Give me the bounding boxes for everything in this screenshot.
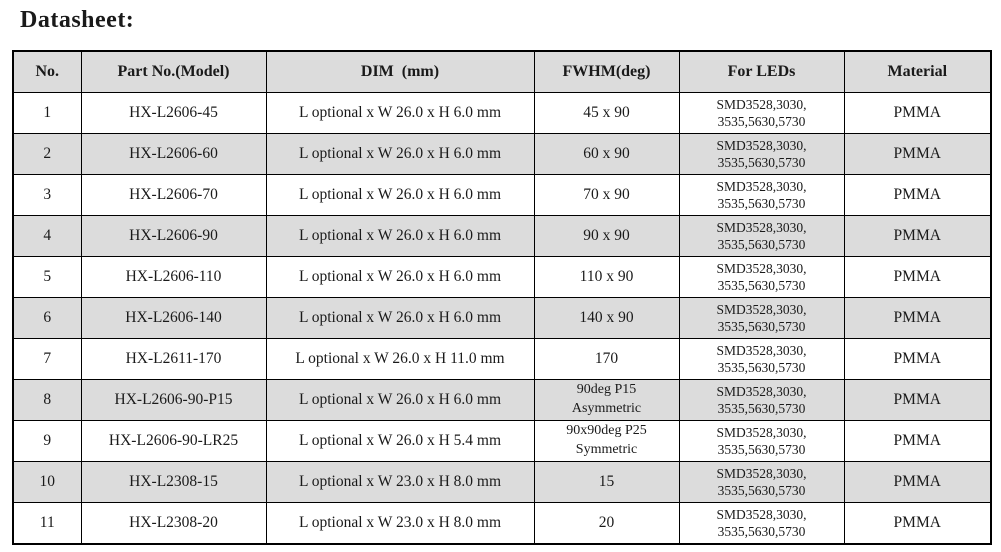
cell-dim: L optional x W 26.0 x H 6.0 mm (265, 379, 535, 422)
cell-dim: L optional x W 23.0 x H 8.0 mm (265, 461, 535, 504)
cell-material: PMMA (843, 420, 992, 463)
table-header-row: No. Part No.(Model) DIM (mm) FWHM(deg) F… (12, 50, 992, 94)
column-header-no: No. (12, 50, 82, 94)
cell-for-leds: SMD3528,3030, 3535,5630,5730 (678, 461, 845, 504)
cell-part-no: HX-L2308-20 (80, 502, 267, 545)
cell-fwhm: 20 (533, 502, 680, 545)
cell-for-leds: SMD3528,3030, 3535,5630,5730 (678, 92, 845, 135)
cell-for-leds: SMD3528,3030, 3535,5630,5730 (678, 133, 845, 176)
cell-material: PMMA (843, 92, 992, 135)
cell-part-no: HX-L2606-90-LR25 (80, 420, 267, 463)
cell-no: 11 (12, 502, 82, 545)
cell-part-no: HX-L2606-90-P15 (80, 379, 267, 422)
cell-part-no: HX-L2606-45 (80, 92, 267, 135)
page-title: Datasheet: (20, 7, 135, 33)
cell-dim: L optional x W 26.0 x H 6.0 mm (265, 297, 535, 340)
cell-fwhm: 15 (533, 461, 680, 504)
cell-dim: L optional x W 26.0 x H 6.0 mm (265, 92, 535, 135)
cell-material: PMMA (843, 502, 992, 545)
table-row: 8 HX-L2606-90-P15 L optional x W 26.0 x H … (12, 379, 992, 422)
cell-no: 2 (12, 133, 82, 176)
cell-material: PMMA (843, 174, 992, 217)
cell-no: 6 (12, 297, 82, 340)
cell-no: 4 (12, 215, 82, 258)
table-row: 1 HX-L2606-45 L optional x W 26.0 x H 6.0 … (12, 92, 992, 135)
cell-for-leds: SMD3528,3030, 3535,5630,5730 (678, 215, 845, 258)
cell-no: 3 (12, 174, 82, 217)
table-body: 1 HX-L2606-45 L optional x W 26.0 x H 6.0 … (12, 92, 992, 545)
table-row: 9 HX-L2606-90-LR25 L optional x W 26.0 x H… (12, 420, 992, 463)
cell-fwhm: 90 x 90 (533, 215, 680, 258)
cell-part-no: HX-L2606-110 (80, 256, 267, 299)
cell-fwhm: 170 (533, 338, 680, 381)
cell-fwhm: 70 x 90 (533, 174, 680, 217)
table-row: 3 HX-L2606-70 L optional x W 26.0 x H 6.0 … (12, 174, 992, 217)
cell-material: PMMA (843, 256, 992, 299)
cell-for-leds: SMD3528,3030, 3535,5630,5730 (678, 420, 845, 463)
cell-fwhm: 110 x 90 (533, 256, 680, 299)
cell-part-no: HX-L2606-90 (80, 215, 267, 258)
cell-dim: L optional x W 26.0 x H 5.4 mm (265, 420, 535, 463)
cell-part-no: HX-L2606-140 (80, 297, 267, 340)
column-header-for-leds: For LEDs (678, 50, 845, 94)
cell-for-leds: SMD3528,3030, 3535,5630,5730 (678, 379, 845, 422)
cell-material: PMMA (843, 379, 992, 422)
cell-no: 10 (12, 461, 82, 504)
cell-for-leds: SMD3528,3030, 3535,5630,5730 (678, 174, 845, 217)
column-header-dim: DIM (mm) (265, 50, 535, 94)
table-row: 2 HX-L2606-60 L optional x W 26.0 x H 6.0 … (12, 133, 992, 176)
cell-fwhm: 45 x 90 (533, 92, 680, 135)
table-row: 7 HX-L2611-170 L optional x W 26.0 x H 11.… (12, 338, 992, 381)
cell-material: PMMA (843, 133, 992, 176)
cell-material: PMMA (843, 297, 992, 340)
table-row: 11 HX-L2308-20 L optional x W 23.0 x H 8.0… (12, 502, 992, 545)
cell-fwhm: 90deg P15 Asymmetric (533, 379, 680, 422)
column-header-material: Material (843, 50, 992, 94)
cell-no: 9 (12, 420, 82, 463)
cell-no: 1 (12, 92, 82, 135)
cell-material: PMMA (843, 215, 992, 258)
cell-fwhm: 140 x 90 (533, 297, 680, 340)
cell-material: PMMA (843, 461, 992, 504)
cell-dim: L optional x W 26.0 x H 6.0 mm (265, 174, 535, 217)
cell-fwhm: 60 x 90 (533, 133, 680, 176)
cell-dim: L optional x W 26.0 x H 6.0 mm (265, 256, 535, 299)
page: Datasheet: No. Part No.(Model) DIM (mm) … (0, 6, 1001, 545)
table-row: 5 HX-L2606-110 L optional x W 26.0 x H 6.0… (12, 256, 992, 299)
table-row: 10 HX-L2308-15 L optional x W 23.0 x H 8.0… (12, 461, 992, 504)
cell-material: PMMA (843, 338, 992, 381)
cell-dim: L optional x W 23.0 x H 8.0 mm (265, 502, 535, 545)
cell-dim: L optional x W 26.0 x H 11.0 mm (265, 338, 535, 381)
table-row: 6 HX-L2606-140 L optional x W 26.0 x H 6.0… (12, 297, 992, 340)
cell-for-leds: SMD3528,3030, 3535,5630,5730 (678, 256, 845, 299)
cell-no: 5 (12, 256, 82, 299)
table-row: 4 HX-L2606-90 L optional x W 26.0 x H 6.0 … (12, 215, 992, 258)
cell-part-no: HX-L2606-70 (80, 174, 267, 217)
column-header-fwhm: FWHM(deg) (533, 50, 680, 94)
cell-dim: L optional x W 26.0 x H 6.0 mm (265, 215, 535, 258)
cell-no: 8 (12, 379, 82, 422)
cell-no: 7 (12, 338, 82, 381)
cell-for-leds: SMD3528,3030, 3535,5630,5730 (678, 338, 845, 381)
column-header-part-no: Part No.(Model) (80, 50, 267, 94)
cell-part-no: HX-L2308-15 (80, 461, 267, 504)
cell-for-leds: SMD3528,3030, 3535,5630,5730 (678, 297, 845, 340)
cell-for-leds: SMD3528,3030, 3535,5630,5730 (678, 502, 845, 545)
cell-dim: L optional x W 26.0 x H 6.0 mm (265, 133, 535, 176)
datasheet-table: No. Part No.(Model) DIM (mm) FWHM(deg) F… (12, 49, 992, 545)
cell-fwhm: 90x90deg P25 Symmetric (533, 420, 680, 463)
cell-part-no: HX-L2611-170 (80, 338, 267, 381)
cell-part-no: HX-L2606-60 (80, 133, 267, 176)
